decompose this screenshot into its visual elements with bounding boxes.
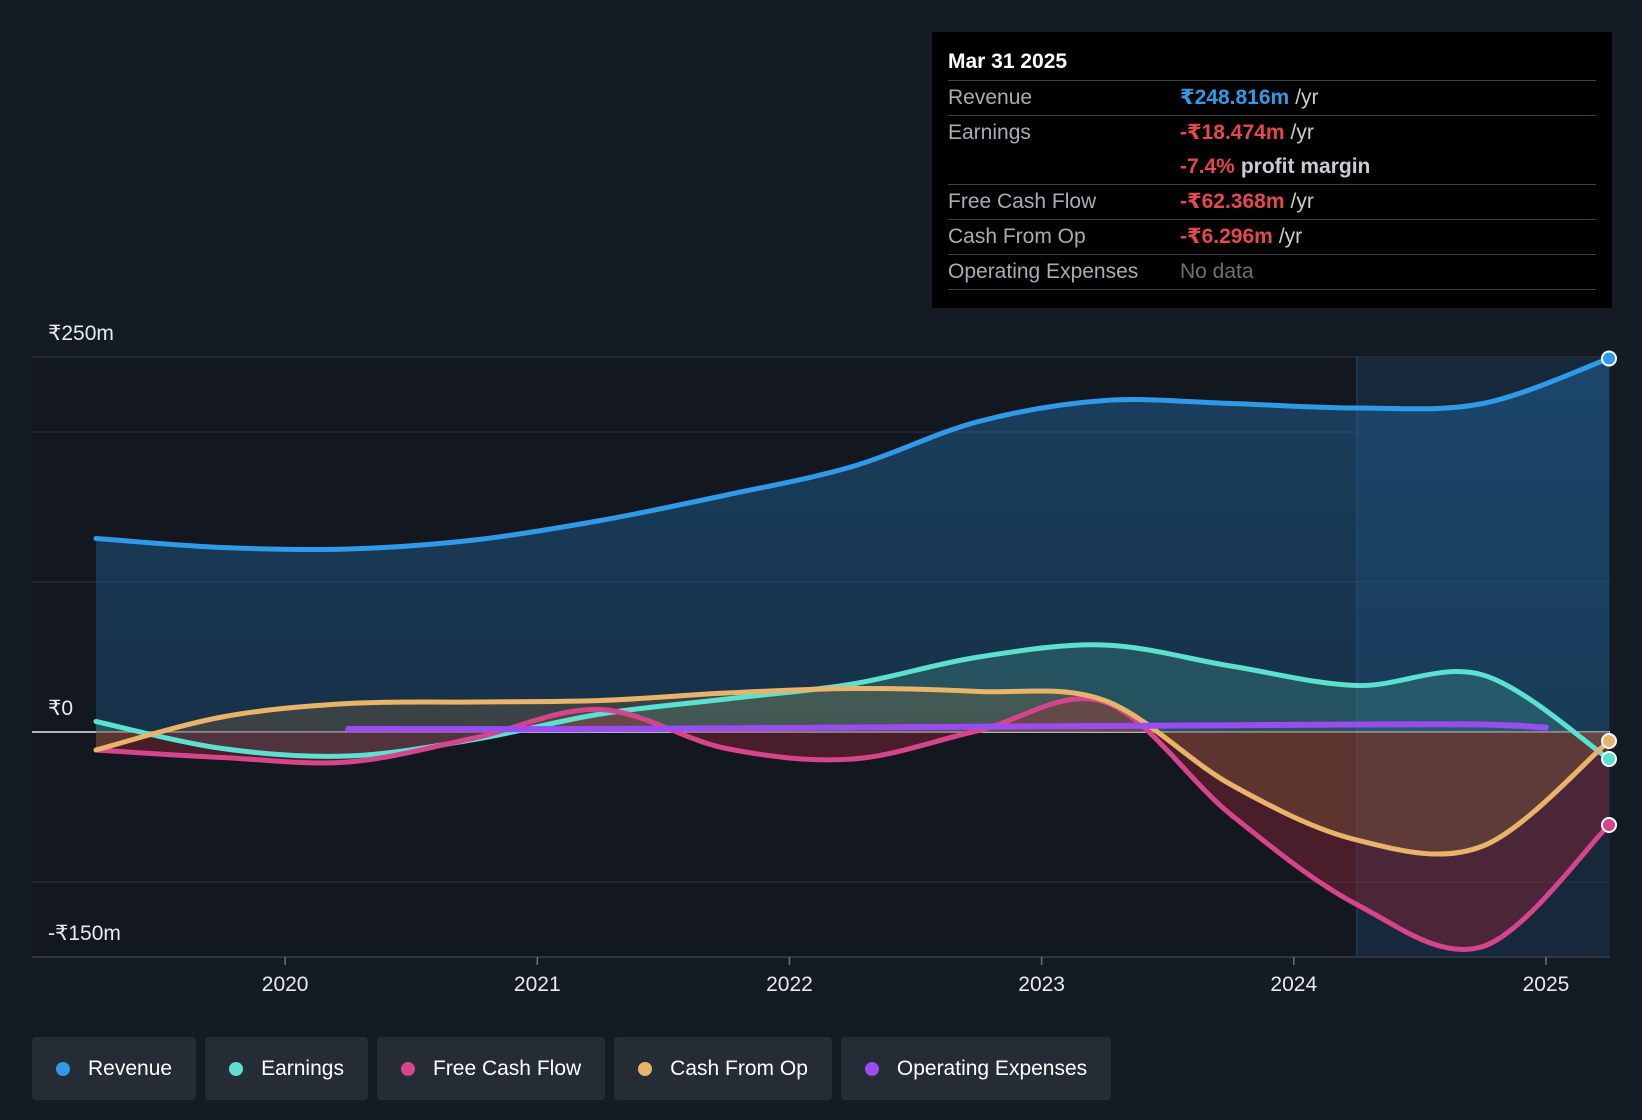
- y-axis-label-1: ₹0: [48, 697, 73, 720]
- tooltip-row-fcf: Free Cash Flow -₹62.368m /yr: [948, 184, 1596, 219]
- tooltip-row-cfo: Cash From Op -₹6.296m /yr: [948, 219, 1596, 254]
- legend-item-cash-from-op[interactable]: Cash From Op: [614, 1037, 832, 1100]
- revenue-dot-icon: [56, 1061, 70, 1076]
- cash-from-op-dot-icon: [638, 1061, 653, 1076]
- free-cash-flow-dot-icon: [400, 1061, 415, 1076]
- legend: Revenue Earnings Free Cash Flow Cash Fro…: [32, 1037, 1112, 1100]
- cash-from-op-endpoint: [1601, 733, 1617, 749]
- tooltip-margin-value: -7.4%: [1180, 155, 1235, 178]
- earnings-endpoint: [1601, 751, 1617, 767]
- legend-label-earnings: Earnings: [261, 1056, 344, 1080]
- legend-item-revenue[interactable]: Revenue: [32, 1037, 197, 1100]
- earnings-area: [96, 644, 1609, 759]
- free-cash-flow-endpoint: [1601, 817, 1617, 833]
- tooltip-earnings-label: Earnings: [948, 121, 1031, 144]
- earnings-line: [93, 642, 1612, 762]
- tooltip-earnings-value: -₹18.474m: [1180, 121, 1285, 144]
- tooltip-opex-label: Operating Expenses: [948, 260, 1139, 283]
- legend-label-free-cash-flow: Free Cash Flow: [432, 1056, 582, 1080]
- financial-chart: 2020 2021 2022 2023 2024 2025 ₹250m ₹0 -₹150m: [32, 322, 1617, 996]
- legend-label-revenue: Revenue: [88, 1056, 173, 1080]
- revenue-line: [93, 356, 1612, 553]
- earnings-dot-icon: [229, 1061, 244, 1076]
- tooltip-revenue-label: Revenue: [948, 86, 1033, 109]
- tooltip-row-revenue: Revenue ₹248.816m /yr: [948, 80, 1596, 115]
- legend-item-earnings[interactable]: Earnings: [205, 1037, 368, 1100]
- revenue-area: [96, 358, 1609, 732]
- free-cash-flow-line: [93, 696, 1612, 953]
- tooltip-fcf-value: -₹62.368m: [1180, 190, 1285, 213]
- legend-item-free-cash-flow[interactable]: Free Cash Flow: [376, 1037, 606, 1100]
- tooltip-row-margin: -7.4% profit margin: [948, 150, 1596, 184]
- tooltip-opex-value: No data: [1180, 260, 1254, 283]
- operating-expenses-line: [345, 721, 1549, 733]
- tooltip-date: Mar 31 2025: [948, 50, 1068, 73]
- tooltip-margin-text: profit margin: [1240, 155, 1371, 178]
- operating-expenses-dot-icon: [864, 1061, 879, 1076]
- revenue-endpoint: [1601, 350, 1617, 367]
- tooltip-row-earnings: Earnings -₹18.474m /yr: [948, 115, 1596, 150]
- tooltip-cfo-unit: /yr: [1278, 225, 1303, 248]
- x-tick-label-2020: 2020: [262, 973, 309, 996]
- y-axis-label-2: -₹150m: [48, 922, 121, 945]
- tooltip-margin-spacer: [948, 150, 1180, 184]
- tooltip-cfo-value: -₹6.296m: [1180, 225, 1273, 248]
- x-tick-label-2021: 2021: [514, 973, 561, 996]
- x-tick-label-2022: 2022: [766, 973, 813, 996]
- tooltip-cfo-label: Cash From Op: [948, 225, 1086, 248]
- tooltip-revenue-unit: /yr: [1295, 86, 1319, 109]
- tooltip-fcf-label: Free Cash Flow: [948, 190, 1097, 213]
- x-tick-label-2024: 2024: [1270, 973, 1317, 996]
- x-tick-label-2025: 2025: [1523, 973, 1570, 996]
- free-cash-flow-area: [96, 698, 1609, 950]
- tooltip-revenue-value: ₹248.816m: [1180, 86, 1290, 109]
- tooltip-fcf-unit: /yr: [1290, 190, 1314, 213]
- legend-item-operating-expenses[interactable]: Operating Expenses: [840, 1037, 1112, 1100]
- legend-label-operating-expenses: Operating Expenses: [896, 1056, 1088, 1080]
- legend-label-cash-from-op: Cash From Op: [670, 1056, 808, 1080]
- tooltip-earnings-unit: /yr: [1290, 121, 1314, 144]
- x-tick-label-2023: 2023: [1018, 973, 1065, 996]
- cash-from-op-line: [93, 685, 1612, 857]
- tooltip-row-opex: Operating Expenses No data: [948, 254, 1596, 290]
- tooltip-panel: Mar 31 2025 Revenue ₹248.816m /yr Earnin…: [932, 32, 1612, 308]
- y-axis-label-0: ₹250m: [48, 322, 114, 345]
